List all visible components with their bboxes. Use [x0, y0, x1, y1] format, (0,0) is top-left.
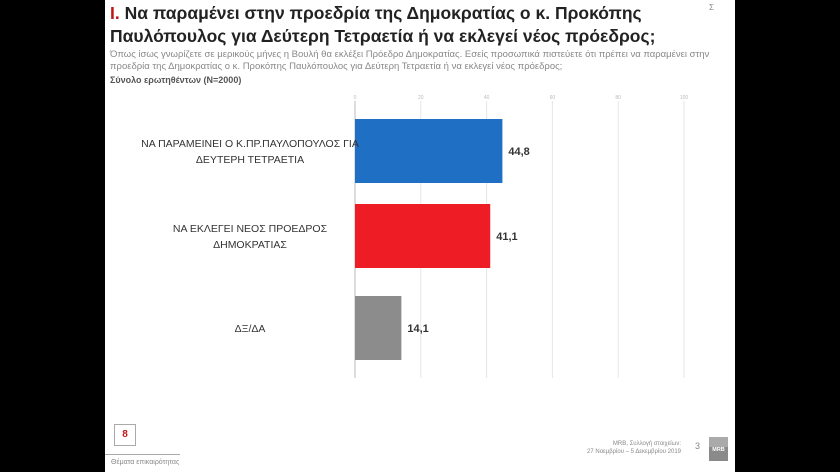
date-range: 27 Νοεμβρίου – 5 Δεκεμβρίου 2019 — [587, 449, 681, 455]
title-text: Να παραμένει στην προεδρία της Δημοκρατί… — [110, 3, 656, 46]
footer-divider — [105, 454, 180, 455]
category-label: ΔΕΥΤΕΡΗ ΤΕΤΡΑΕΤΙΑ — [196, 154, 304, 166]
page-number: 3 — [695, 441, 701, 451]
tick-label: 100 — [680, 95, 689, 101]
category-label: ΔΗΜΟΚΡΑΤΙΑΣ — [213, 239, 287, 251]
tick-label: 80 — [615, 95, 621, 101]
mrb-logo: MRB — [709, 437, 728, 461]
slide: I. Να παραμένει στην προεδρία της Δημοκρ… — [105, 0, 735, 472]
category-label: ΝΑ ΠΑΡΑΜΕΙΝΕΙ Ο Κ.ΠΡ.ΠΑΥΛΟΠΟΥΛΟΣ ΓΙΑ — [141, 138, 359, 150]
category-label: ΝΑ ΕΚΛΕΓΕΙ ΝΕΟΣ ΠΡΟΕΔΡΟΣ — [173, 223, 328, 235]
bar — [355, 119, 503, 183]
tick-label: 40 — [484, 95, 490, 101]
tick-label: 60 — [550, 95, 556, 101]
bar — [355, 296, 402, 360]
title-number: I. — [110, 3, 120, 23]
data-label: 14,1 — [407, 323, 428, 335]
question-text: Όπως ίσως γνωρίζετε σε μερικούς μήνες η … — [110, 49, 710, 72]
source-line: MRB, Συλλογή στοιχείων: — [612, 441, 681, 447]
sigma-mark: Σ — [709, 3, 714, 12]
sample-base: Σύνολο ερωτηθέντων (N=2000) — [110, 75, 242, 85]
source-note: MRB, Συλλογή στοιχείων: 27 Νοεμβρίου – 5 … — [485, 440, 681, 456]
category-label: ΔΞ/ΔΑ — [235, 323, 266, 335]
bar — [355, 204, 491, 268]
page-title: I. Να παραμένει στην προεδρία της Δημοκρ… — [110, 2, 710, 48]
tick-label: 20 — [418, 95, 424, 101]
section-number-box: 8 — [114, 424, 136, 446]
data-label: 44,8 — [508, 146, 529, 158]
bar-chart: 0 20 40 60 80 100 44,8 ΝΑ ΠΑΡΑΜΕΙΝΕΙ Ο Κ.ΠΡ.ΠΑΥ… — [141, 95, 689, 378]
data-label: 41,1 — [496, 231, 517, 243]
section-label: Θέματα επικαιρότητας — [111, 459, 180, 466]
tick-label: 0 — [354, 95, 357, 101]
